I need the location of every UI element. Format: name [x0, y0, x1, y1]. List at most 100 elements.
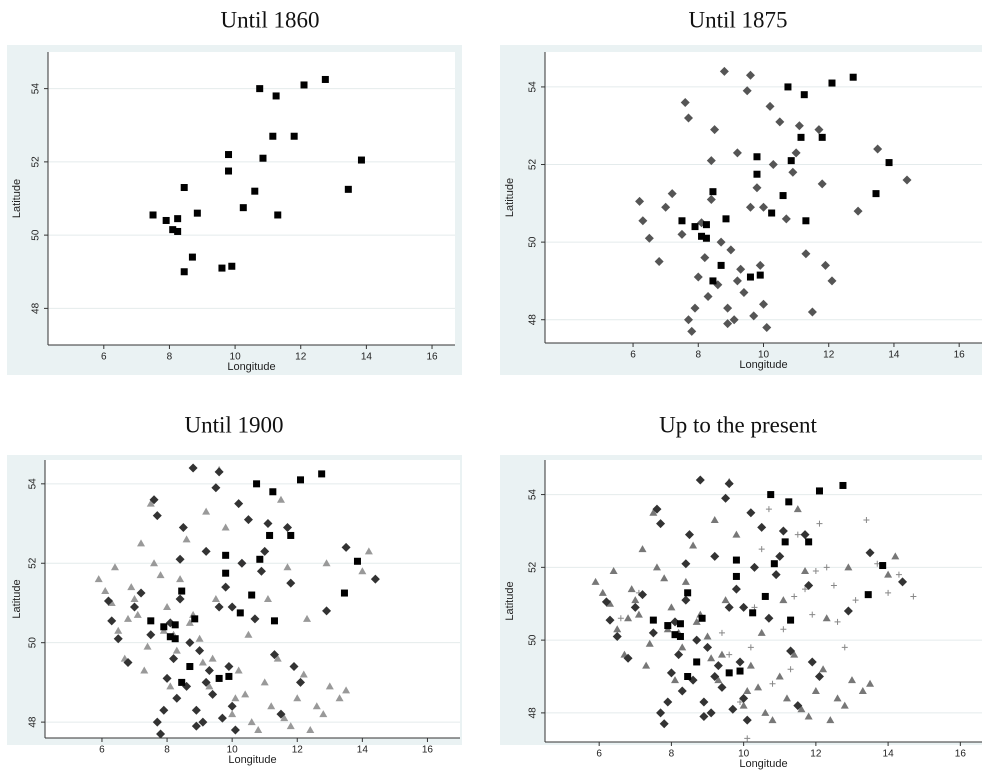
- x-tick-label: 12: [292, 745, 304, 756]
- point: [660, 574, 669, 582]
- point: [319, 710, 328, 718]
- point: [793, 701, 803, 711]
- point: [186, 663, 194, 671]
- point: [752, 183, 762, 193]
- point: [130, 602, 140, 612]
- point: [156, 571, 165, 579]
- point: [746, 508, 756, 518]
- point: [683, 113, 693, 123]
- point: [234, 499, 244, 509]
- point: [340, 589, 348, 597]
- x-tick-label: 16: [426, 352, 438, 363]
- point: [755, 260, 765, 270]
- point: [211, 483, 221, 493]
- point: [739, 693, 749, 703]
- y-tick-label: 48: [528, 707, 539, 719]
- point: [208, 654, 217, 662]
- point: [692, 635, 702, 645]
- point: [221, 582, 231, 592]
- point: [208, 689, 218, 699]
- point: [654, 257, 664, 267]
- point: [293, 694, 302, 702]
- point: [649, 616, 657, 624]
- x-tick-label: 8: [695, 350, 701, 361]
- point: [797, 705, 806, 713]
- point: [778, 526, 788, 536]
- point: [137, 539, 146, 547]
- point: [714, 676, 723, 684]
- point: [149, 495, 159, 505]
- point: [659, 719, 669, 729]
- x-axis-label: Longitude: [739, 359, 787, 371]
- point: [681, 559, 691, 569]
- point: [747, 644, 754, 651]
- point: [195, 634, 204, 642]
- point: [713, 661, 723, 671]
- point: [364, 547, 373, 555]
- point: [609, 566, 618, 574]
- point: [684, 530, 694, 540]
- point: [710, 516, 719, 524]
- point: [218, 264, 226, 272]
- point: [898, 577, 908, 587]
- point: [698, 232, 706, 240]
- x-axis-label: Longitude: [228, 754, 276, 766]
- point: [180, 268, 188, 276]
- panel: Until 1900 48 50 52 54 6 8 10 12 14 16 Longitude Lat…: [7, 412, 462, 766]
- point: [178, 523, 188, 533]
- point: [263, 519, 273, 529]
- point: [94, 575, 103, 583]
- point: [902, 175, 912, 185]
- point: [724, 602, 734, 612]
- point: [225, 672, 233, 680]
- point: [826, 716, 835, 724]
- point: [736, 264, 746, 274]
- point: [693, 658, 701, 666]
- point: [779, 192, 787, 200]
- y-axis-label: Latitude: [504, 581, 516, 620]
- point: [169, 226, 177, 234]
- point: [617, 615, 624, 622]
- point: [718, 629, 725, 636]
- point: [742, 86, 752, 96]
- point: [286, 578, 296, 588]
- x-tick-label: 12: [823, 350, 835, 361]
- y-tick-label: 52: [528, 561, 539, 573]
- point: [768, 160, 778, 170]
- point: [753, 153, 761, 161]
- point: [318, 470, 326, 478]
- point: [815, 487, 823, 495]
- point: [322, 559, 331, 567]
- point: [241, 690, 250, 698]
- point: [172, 646, 181, 654]
- point: [699, 712, 709, 722]
- point: [872, 190, 880, 198]
- point: [638, 545, 647, 553]
- point: [612, 631, 622, 641]
- point: [807, 307, 817, 317]
- point: [785, 498, 793, 506]
- point: [691, 223, 699, 231]
- point: [312, 702, 321, 710]
- x-tick-label: 12: [810, 749, 822, 760]
- point: [225, 151, 233, 159]
- point: [644, 233, 654, 243]
- point: [124, 614, 132, 622]
- point: [802, 586, 809, 593]
- point: [732, 276, 742, 286]
- point: [147, 617, 155, 625]
- point: [344, 185, 352, 193]
- point: [652, 504, 662, 514]
- point: [185, 638, 195, 648]
- point: [702, 234, 710, 242]
- point: [357, 156, 365, 164]
- point: [182, 535, 191, 543]
- point: [114, 626, 123, 634]
- point: [256, 566, 266, 576]
- point: [205, 682, 214, 690]
- x-tick-label: 16: [422, 745, 434, 756]
- point: [267, 702, 276, 710]
- point: [743, 687, 752, 695]
- point: [775, 672, 784, 680]
- point: [820, 260, 830, 270]
